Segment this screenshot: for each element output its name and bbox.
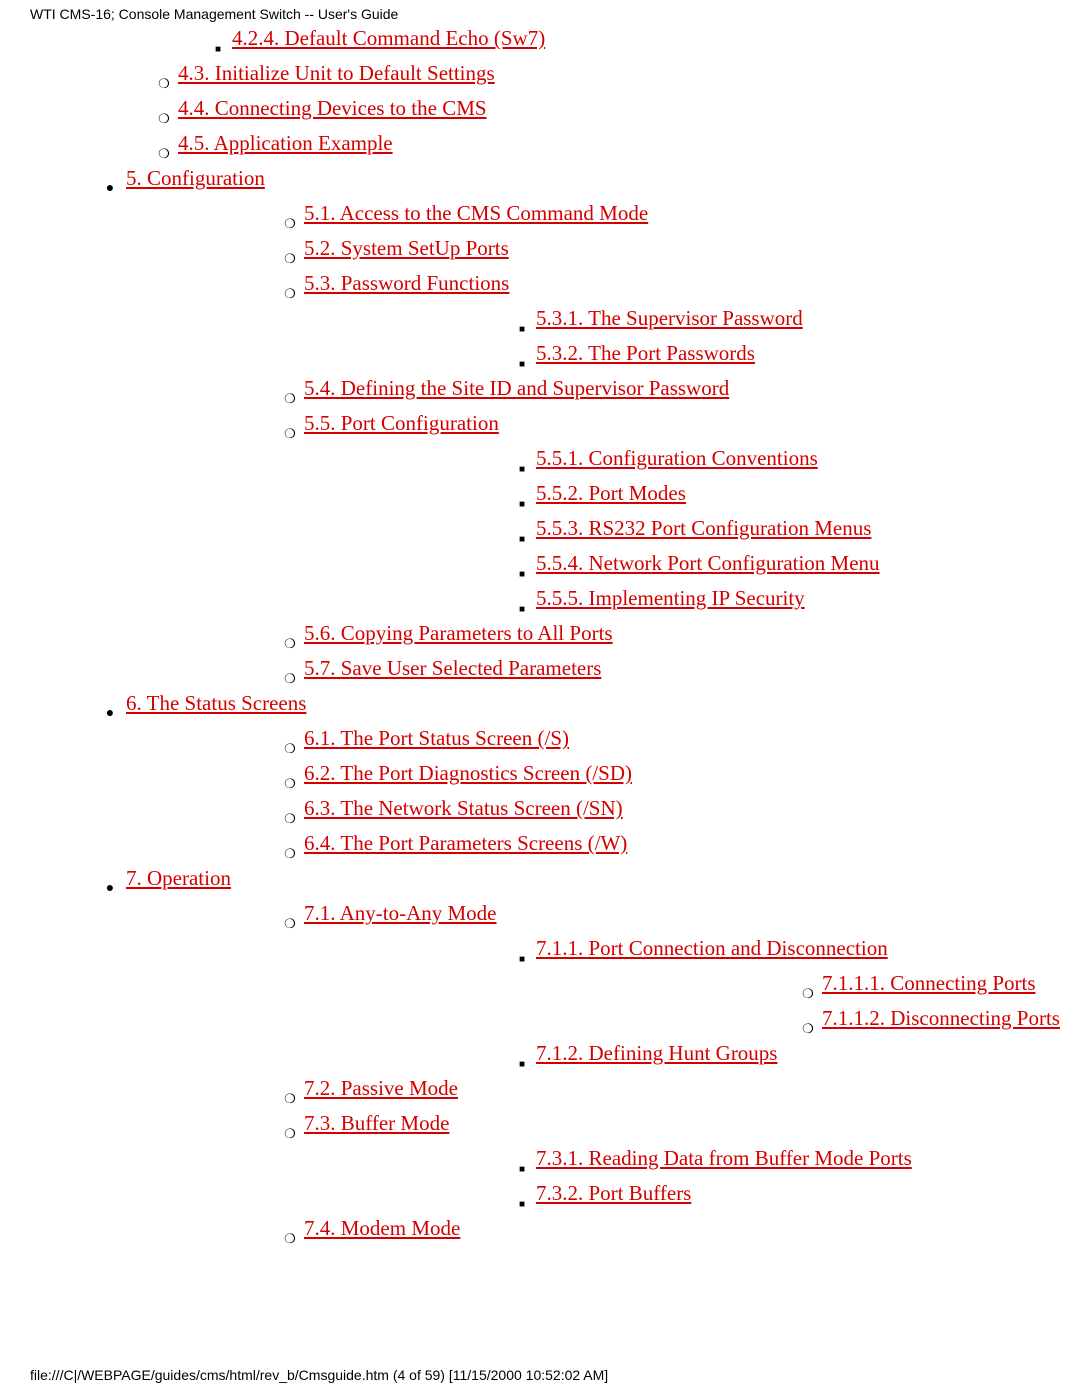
toc-link[interactable]: 5.5.5. Implementing IP Security bbox=[536, 586, 805, 610]
toc-link[interactable]: 5.5.2. Port Modes bbox=[536, 481, 686, 505]
toc-link[interactable]: 5.5.3. RS232 Port Configuration Menus bbox=[536, 516, 871, 540]
toc-item: 7.3.1. Reading Data from Buffer Mode Por… bbox=[304, 1142, 1080, 1177]
toc-link[interactable]: 4.5. Application Example bbox=[178, 131, 393, 155]
bullet-icon bbox=[280, 1222, 300, 1255]
toc-link[interactable]: 7.3.1. Reading Data from Buffer Mode Por… bbox=[536, 1146, 912, 1170]
toc-item: 5.5.4. Network Port Configuration Menu bbox=[304, 547, 1080, 582]
toc-link[interactable]: 6.4. The Port Parameters Screens (/W) bbox=[304, 831, 627, 855]
toc-link[interactable]: 4.2.4. Default Command Echo (Sw7) bbox=[232, 26, 545, 50]
page-header: WTI CMS-16; Console Management Switch --… bbox=[30, 6, 398, 22]
toc-item: 7.1.1.2. Disconnecting Ports bbox=[536, 1002, 1080, 1037]
toc-item: 5.3.2. The Port Passwords bbox=[304, 337, 1080, 372]
toc-item: 5.5.2. Port Modes bbox=[304, 477, 1080, 512]
toc-item: 5.2. System SetUp Ports bbox=[126, 232, 1080, 267]
toc-link[interactable]: 5.3. Password Functions bbox=[304, 271, 509, 295]
toc-item: 7. Operation 7.1. Any-to-Any Mode 7.1.1. P… bbox=[0, 862, 1080, 1247]
toc-item: 6. The Status Screens 6.1. The Port Statu… bbox=[0, 687, 1080, 862]
bullet-icon bbox=[100, 696, 120, 729]
toc-link[interactable]: 5.6. Copying Parameters to All Ports bbox=[304, 621, 613, 645]
bullet-icon bbox=[100, 871, 120, 904]
toc-item: 6.4. The Port Parameters Screens (/W) bbox=[126, 827, 1080, 862]
toc-item: 5.5.5. Implementing IP Security bbox=[304, 582, 1080, 617]
toc-link[interactable]: 4.4. Connecting Devices to the CMS bbox=[178, 96, 487, 120]
toc-link[interactable]: 6.2. The Port Diagnostics Screen (/SD) bbox=[304, 761, 632, 785]
toc-item: 7.1.2. Defining Hunt Groups bbox=[304, 1037, 1080, 1072]
toc-item: 5.6. Copying Parameters to All Ports bbox=[126, 617, 1080, 652]
page-root: WTI CMS-16; Console Management Switch --… bbox=[0, 0, 1080, 1397]
toc-link[interactable]: 7.1.2. Defining Hunt Groups bbox=[536, 1041, 777, 1065]
toc-item: 4.4. Connecting Devices to the CMS bbox=[0, 92, 1080, 127]
toc-item: 5.7. Save User Selected Parameters bbox=[126, 652, 1080, 687]
bullet-icon bbox=[280, 277, 300, 310]
toc-item: 5.5.1. Configuration Conventions bbox=[304, 442, 1080, 477]
toc-link[interactable]: 7.1.1.2. Disconnecting Ports bbox=[822, 1006, 1060, 1030]
toc-link[interactable]: 5.1. Access to the CMS Command Mode bbox=[304, 201, 648, 225]
toc-item: 5.3.1. The Supervisor Password bbox=[304, 302, 1080, 337]
toc-item: 7.1.1.1. Connecting Ports bbox=[536, 967, 1080, 1002]
toc-item: 5.5.3. RS232 Port Configuration Menus bbox=[304, 512, 1080, 547]
toc-item: 7.3.2. Port Buffers bbox=[304, 1177, 1080, 1212]
toc-item: 5.1. Access to the CMS Command Mode bbox=[126, 197, 1080, 232]
toc-item: 7.2. Passive Mode bbox=[126, 1072, 1080, 1107]
bullet-icon bbox=[512, 943, 532, 976]
bullet-icon bbox=[280, 417, 300, 450]
toc-link[interactable]: 6.1. The Port Status Screen (/S) bbox=[304, 726, 569, 750]
toc-item: 6.3. The Network Status Screen (/SN) bbox=[126, 792, 1080, 827]
toc-item: 4.5. Application Example bbox=[0, 127, 1080, 162]
bullet-icon bbox=[280, 907, 300, 940]
toc-link[interactable]: 5.5. Port Configuration bbox=[304, 411, 499, 435]
toc-link[interactable]: 7.2. Passive Mode bbox=[304, 1076, 458, 1100]
toc-link[interactable]: 5.7. Save User Selected Parameters bbox=[304, 656, 601, 680]
bullet-icon bbox=[280, 1117, 300, 1150]
toc-item: 4.3. Initialize Unit to Default Settings bbox=[0, 57, 1080, 92]
toc-link[interactable]: 5. Configuration bbox=[126, 166, 265, 190]
toc-item: 5.4. Defining the Site ID and Supervisor… bbox=[126, 372, 1080, 407]
toc-container: 4.2.4. Default Command Echo (Sw7) 4.3. In… bbox=[0, 22, 1080, 1247]
toc-link[interactable]: 5.2. System SetUp Ports bbox=[304, 236, 509, 260]
toc-link[interactable]: 5.3.2. The Port Passwords bbox=[536, 341, 755, 365]
toc-item: 7.4. Modem Mode bbox=[126, 1212, 1080, 1247]
toc-link[interactable]: 5.4. Defining the Site ID and Supervisor… bbox=[304, 376, 729, 400]
toc-link[interactable]: 4.3. Initialize Unit to Default Settings bbox=[178, 61, 495, 85]
toc-item: 4.2.4. Default Command Echo (Sw7) bbox=[0, 22, 1080, 57]
toc-link[interactable]: 7.1.1.1. Connecting Ports bbox=[822, 971, 1036, 995]
page-footer: file:///C|/WEBPAGE/guides/cms/html/rev_b… bbox=[30, 1367, 608, 1383]
toc-link[interactable]: 7.1.1. Port Connection and Disconnection bbox=[536, 936, 888, 960]
toc-link[interactable]: 7.4. Modem Mode bbox=[304, 1216, 460, 1240]
bullet-icon bbox=[100, 171, 120, 204]
toc-link[interactable]: 5.5.4. Network Port Configuration Menu bbox=[536, 551, 880, 575]
toc-link[interactable]: 5.5.1. Configuration Conventions bbox=[536, 446, 818, 470]
toc-item: 5. Configuration 5.1. Access to the CMS C… bbox=[0, 162, 1080, 687]
toc-link[interactable]: 6. The Status Screens bbox=[126, 691, 306, 715]
toc-link[interactable]: 6.3. The Network Status Screen (/SN) bbox=[304, 796, 623, 820]
toc-item: 6.1. The Port Status Screen (/S) bbox=[126, 722, 1080, 757]
toc-item: 7.3. Buffer Mode 7.3.1. Reading Data from… bbox=[126, 1107, 1080, 1212]
toc-item: 5.3. Password Functions 5.3.1. The Superv… bbox=[126, 267, 1080, 372]
toc-link[interactable]: 7.1. Any-to-Any Mode bbox=[304, 901, 497, 925]
toc-link[interactable]: 7.3. Buffer Mode bbox=[304, 1111, 449, 1135]
toc-link[interactable]: 7.3.2. Port Buffers bbox=[536, 1181, 691, 1205]
toc-item: 7.1.1. Port Connection and Disconnection… bbox=[304, 932, 1080, 1037]
toc-item: 5.5. Port Configuration 5.5.1. Configurat… bbox=[126, 407, 1080, 617]
toc-item: 7.1. Any-to-Any Mode 7.1.1. Port Connecti… bbox=[126, 897, 1080, 1072]
toc-item: 6.2. The Port Diagnostics Screen (/SD) bbox=[126, 757, 1080, 792]
toc-link[interactable]: 7. Operation bbox=[126, 866, 231, 890]
toc-link[interactable]: 5.3.1. The Supervisor Password bbox=[536, 306, 803, 330]
